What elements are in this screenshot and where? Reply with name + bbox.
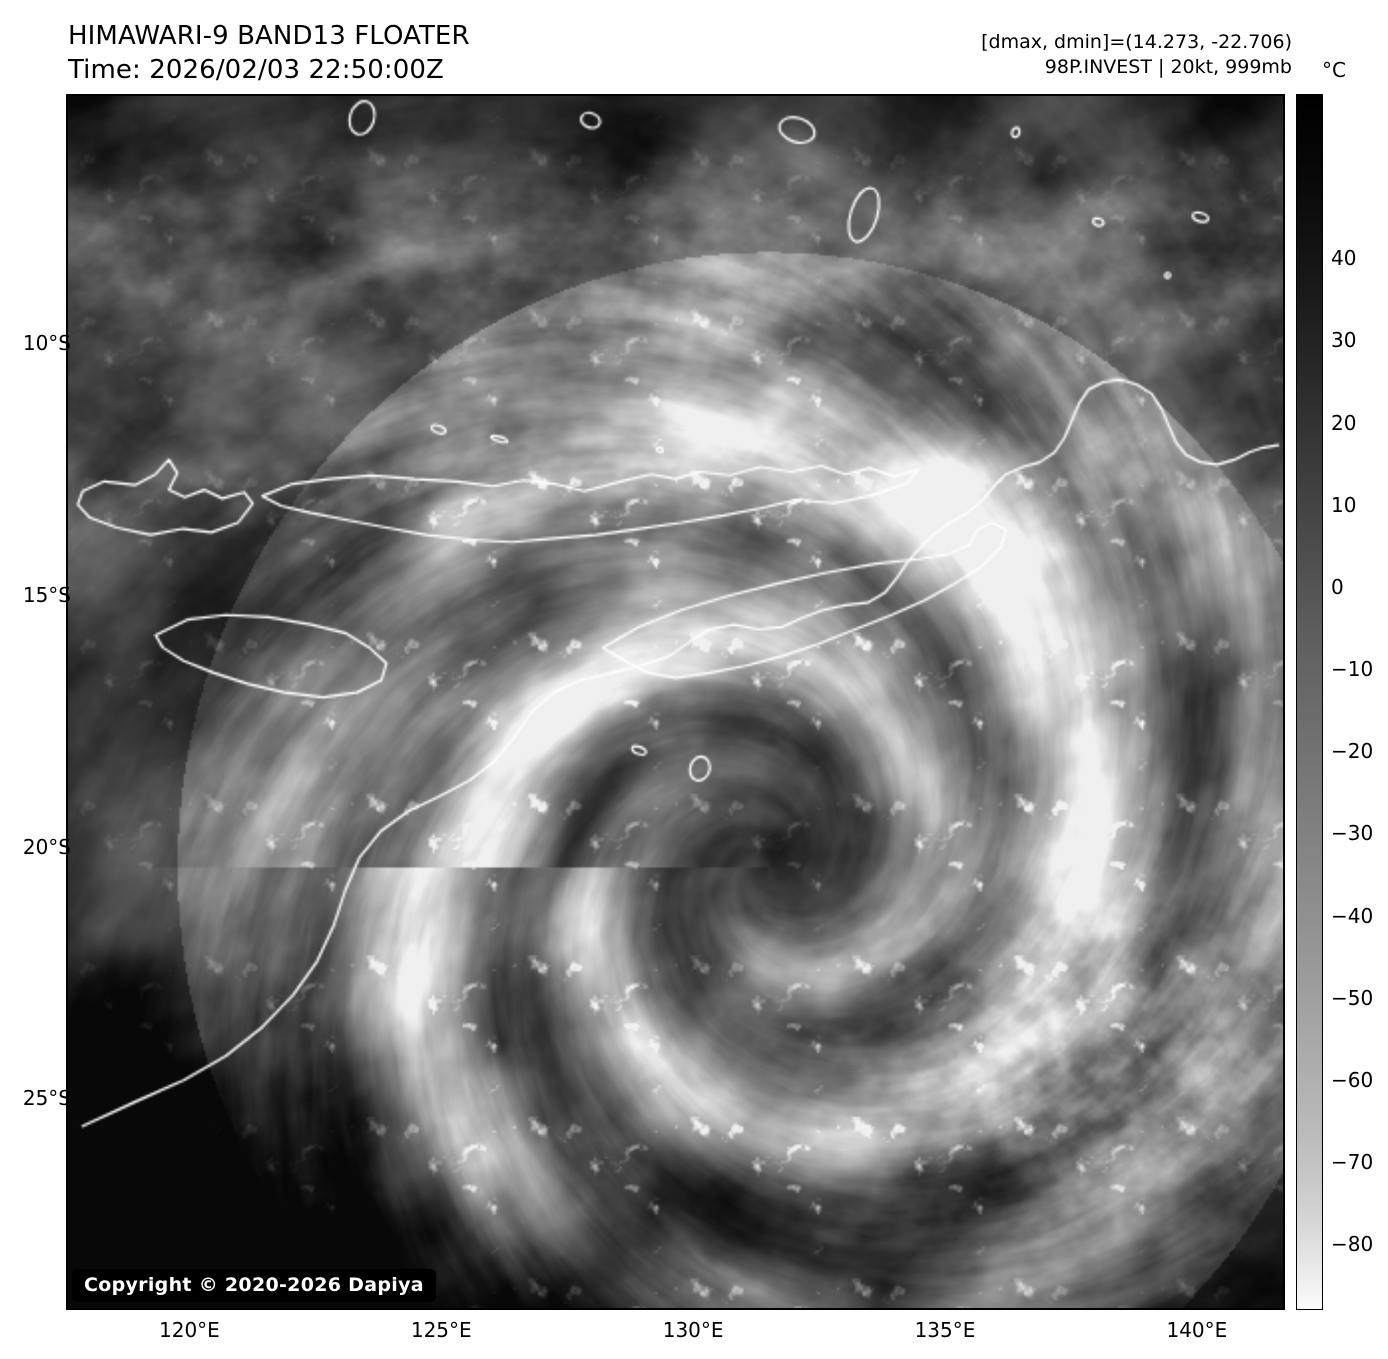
colorbar-tick-8: −40	[1331, 903, 1374, 928]
lat-tick-3: 25°S	[22, 1086, 71, 1111]
temperature-colorbar[interactable]	[1296, 94, 1323, 1310]
copyright-badge: Copyright © 2020-2026 Dapiya	[72, 1269, 436, 1302]
header-left-block: HIMAWARI-9 BAND13 FLOATER Time: 2026/02/…	[68, 20, 470, 88]
colorbar-tick-12: −80	[1331, 1232, 1374, 1257]
lon-tick-1: 125°E	[410, 1318, 472, 1342]
satellite-infrared-image	[68, 96, 1283, 1308]
dmax-dmin-readout: [dmax, dmin]=(14.273, -22.706)	[981, 31, 1292, 53]
colorbar-tick-2: 20	[1331, 410, 1357, 435]
colorbar-tick-3: 10	[1331, 492, 1357, 517]
lat-tick-0: 10°S	[22, 330, 71, 355]
colorbar-tick-9: −50	[1331, 985, 1374, 1010]
colorbar-tick-7: −30	[1331, 821, 1374, 846]
lat-tick-1: 15°S	[22, 582, 71, 607]
lon-tick-4: 140°E	[1166, 1318, 1228, 1342]
colorbar-unit-label: °C	[1322, 58, 1346, 82]
colorbar-tick-6: −20	[1331, 739, 1374, 764]
lat-tick-2: 20°S	[22, 834, 71, 859]
lon-tick-2: 130°E	[662, 1318, 724, 1342]
colorbar-tick-1: 30	[1331, 328, 1357, 353]
colorbar-tick-4: 0	[1331, 574, 1344, 599]
colorbar-tick-5: −10	[1331, 657, 1374, 682]
page-title: HIMAWARI-9 BAND13 FLOATER	[68, 21, 470, 51]
lon-tick-0: 120°E	[159, 1318, 220, 1342]
lon-tick-3: 135°E	[914, 1318, 976, 1342]
colorbar-tick-0: 40	[1331, 246, 1357, 271]
satellite-image-panel[interactable]: Copyright © 2020-2026 Dapiya	[66, 94, 1285, 1310]
header-right-block: [dmax, dmin]=(14.273, -22.706) 98P.INVES…	[981, 30, 1292, 80]
observation-time: Time: 2026/02/03 22:50:00Z	[68, 54, 444, 85]
colorbar-tick-10: −60	[1331, 1067, 1374, 1092]
colorbar-tick-11: −70	[1331, 1150, 1374, 1175]
storm-info-readout: 98P.INVEST | 20kt, 999mb	[1044, 56, 1292, 79]
